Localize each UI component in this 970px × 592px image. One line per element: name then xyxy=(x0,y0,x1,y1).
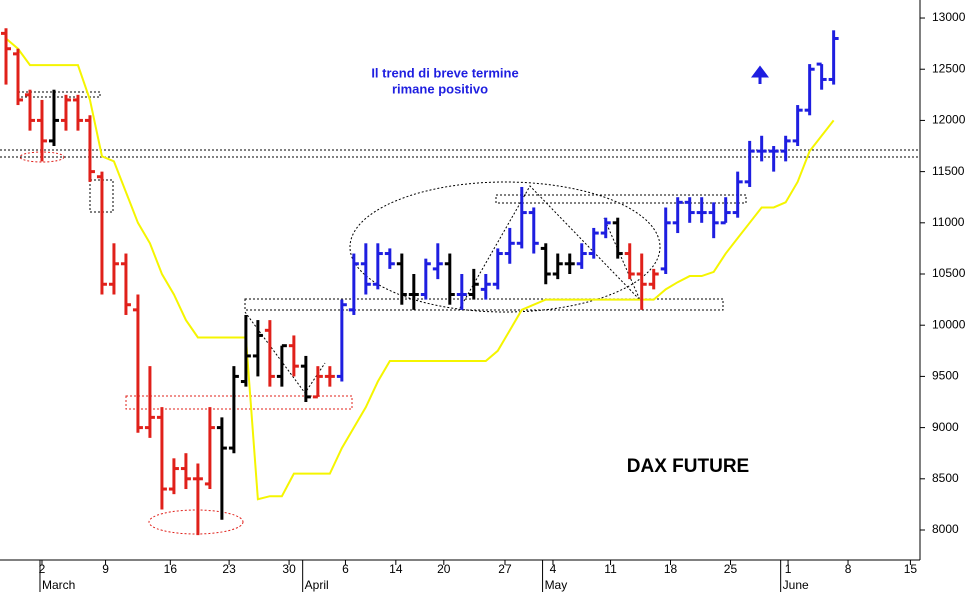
y-tick-label: 8500 xyxy=(932,471,959,485)
x-tick-label: 14 xyxy=(389,562,403,576)
resistance-box xyxy=(17,91,101,98)
x-tick-label: 9 xyxy=(102,562,109,576)
x-tick-label: 16 xyxy=(164,562,178,576)
x-tick-label: 1 xyxy=(785,562,792,576)
pattern-overlays xyxy=(0,65,920,535)
y-tick-label: 9000 xyxy=(932,420,959,434)
y-tick-label: 11000 xyxy=(932,215,965,229)
x-tick-label: 15 xyxy=(904,562,918,576)
stop-line xyxy=(5,37,835,501)
support-box xyxy=(125,395,353,410)
y-tick-label: 12500 xyxy=(932,61,966,75)
y-tick-label: 13000 xyxy=(932,10,966,24)
support-box xyxy=(244,298,724,311)
pattern-ellipse xyxy=(349,181,661,313)
x-tick-label: 23 xyxy=(222,562,236,576)
gap-box xyxy=(89,179,114,213)
x-tick-label: 11 xyxy=(604,562,617,576)
resistance-box xyxy=(495,194,747,204)
y-tick-label: 11500 xyxy=(932,164,965,178)
x-tick-label: 4 xyxy=(550,562,557,576)
annotation: DAX FUTURE xyxy=(627,456,749,477)
up-arrow xyxy=(751,65,769,84)
y-tick-label: 10000 xyxy=(932,317,966,331)
month-label: March xyxy=(42,578,75,592)
x-tick-label: 20 xyxy=(437,562,451,576)
annotation: Il trend di breve termine xyxy=(371,65,518,80)
x-tick-label: 8 xyxy=(845,562,852,576)
x-tick-label: 2 xyxy=(39,562,46,576)
low-ellipse xyxy=(148,509,244,535)
x-tick-label: 25 xyxy=(724,562,738,576)
month-label: June xyxy=(783,578,809,592)
y-tick-label: 8000 xyxy=(932,522,959,536)
x-tick-label: 18 xyxy=(664,562,678,576)
x-tick-label: 6 xyxy=(342,562,349,576)
month-label: April xyxy=(305,578,329,592)
x-tick-label: 27 xyxy=(498,562,512,576)
y-tick-label: 12000 xyxy=(932,113,966,127)
y-tick-label: 9500 xyxy=(932,369,959,383)
month-label: May xyxy=(545,578,568,592)
y-tick-label: 10500 xyxy=(932,266,966,280)
annotation: rimane positivo xyxy=(392,81,488,96)
x-tick-label: 30 xyxy=(282,562,296,576)
